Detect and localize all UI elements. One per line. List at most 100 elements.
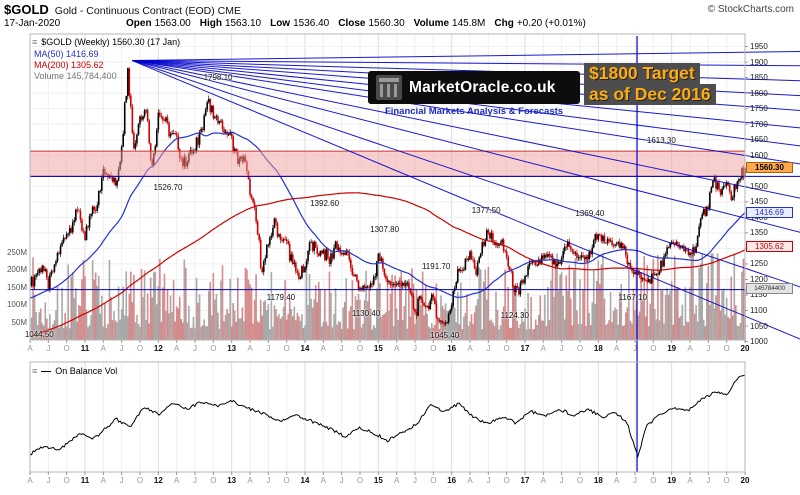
quote-volume: Volume 145.8M	[414, 18, 486, 29]
x-axis-label: O	[63, 344, 70, 353]
y-axis-volume-label: 100M	[6, 300, 27, 310]
y-axis-price-label: 1500	[750, 181, 768, 191]
x-axis-label: O	[723, 476, 730, 485]
x-axis-label: 15	[373, 476, 383, 485]
x-axis-label: J	[706, 476, 711, 485]
x-axis-label: O	[723, 344, 730, 353]
x-axis-label: J	[193, 344, 197, 353]
y-axis-price-label: 1600	[750, 150, 768, 160]
price-annotation: 1307.80	[370, 224, 400, 234]
x-axis-label: A	[540, 344, 546, 353]
quote-open-value: 1563.00	[154, 18, 191, 29]
quote-high: High 1563.10	[200, 18, 261, 29]
marketoracle-logo-box: MarketOracle.co.uk	[368, 71, 580, 104]
x-axis-label: J	[46, 476, 51, 485]
x-axis-label: J	[266, 344, 271, 353]
x-axis-label: J	[486, 476, 491, 485]
chart-header: $GOLD Gold - Continuous Contract (EOD) C…	[4, 2, 241, 17]
y-axis-price-label: 1250	[750, 259, 768, 269]
chart-date: 17-Jan-2020	[4, 18, 61, 29]
x-axis-label: A	[173, 344, 180, 353]
y-axis-price-label: 1350	[750, 228, 768, 238]
x-axis-label: O	[503, 344, 510, 353]
y-axis-price-label: 1800	[750, 88, 768, 98]
x-axis-label: 16	[447, 476, 457, 485]
legend-volume-label: Volume 145,784,400	[34, 71, 117, 81]
legend-volume-row: Volume 145,784,400	[34, 71, 117, 81]
x-axis-label: A	[247, 344, 253, 353]
y-axis-volume-label: 250M	[6, 247, 27, 257]
legend-obv-label: On Balance Vol	[55, 366, 118, 376]
price-annotation: 1044.50	[24, 330, 54, 340]
x-axis-label: J	[559, 476, 564, 485]
x-axis-label: 11	[80, 476, 90, 485]
x-axis-label: A	[393, 476, 400, 485]
x-axis-label: J	[193, 476, 197, 485]
price-annotation: 1130.40	[351, 309, 381, 319]
x-axis-label: 13	[227, 344, 237, 353]
y-axis-price-label: 1450	[750, 197, 768, 207]
x-axis-label: 20	[740, 344, 750, 353]
x-axis-label: 16	[447, 344, 457, 353]
x-axis-label: J	[706, 344, 711, 353]
x-axis-label: A	[613, 344, 620, 353]
quote-low: Low 1536.40	[270, 18, 329, 29]
legend-main-title: $GOLD (Weekly) 1560.30 (17 Jan)	[41, 37, 181, 47]
obv-panel-menu-icon[interactable]: ≡	[32, 366, 38, 376]
quote-volume-label: Volume	[413, 18, 450, 29]
x-axis-label: O	[576, 476, 584, 485]
quote-close-value: 1560.30	[368, 18, 405, 29]
x-axis-label: O	[430, 344, 437, 353]
x-axis-label: 15	[373, 344, 383, 353]
x-axis-label: J	[339, 476, 344, 485]
x-axis-label: O	[63, 476, 70, 485]
price-annotation: 1392.60	[310, 198, 340, 208]
volume-value-box: 145784400	[746, 283, 793, 295]
stockcharts-copyright-link[interactable]: © StockCharts.com	[707, 4, 794, 15]
target-line1: $1800 Target	[584, 63, 700, 84]
x-axis-label: A	[173, 476, 180, 485]
price-annotation: 1613.30	[646, 135, 676, 145]
x-axis-label: J	[486, 344, 491, 353]
x-axis-label: 14	[300, 344, 310, 353]
x-axis-label: 20	[740, 476, 750, 485]
watermark-title: MarketOracle.co.uk	[409, 78, 556, 96]
target-line2: as of Dec 2016	[584, 84, 716, 105]
x-axis-label: 12	[153, 476, 163, 485]
ma200-price-box: 1305.62	[746, 241, 793, 253]
x-axis-label: A	[540, 476, 546, 485]
price-annotation: 1167.10	[618, 293, 647, 303]
x-axis-label: O	[356, 344, 364, 353]
x-axis-label: O	[210, 476, 217, 485]
y-axis-price-label: 1000	[750, 337, 768, 347]
last-price-box: 1560.30	[746, 162, 793, 174]
x-axis-label: 19	[667, 476, 677, 485]
x-axis-label: J	[119, 476, 124, 485]
x-axis-label: A	[393, 344, 400, 353]
legend-main-row: ≡ $GOLD (Weekly) 1560.30 (17 Jan)	[32, 37, 180, 47]
quote-change: Chg +0.20 (+0.01%)	[494, 18, 585, 29]
x-axis-label: A	[613, 476, 620, 485]
ticker-symbol: $GOLD	[4, 2, 49, 17]
x-axis-label: 17	[520, 476, 530, 485]
ma50-price-box: 1416.69	[746, 206, 793, 218]
quote-high-value: 1563.10	[224, 18, 262, 29]
price-annotation: 1526.70	[153, 182, 183, 192]
x-axis-label: 14	[300, 476, 310, 485]
legend-ma200-label: MA(200) 1305.62	[34, 60, 104, 70]
x-axis-label: A	[320, 344, 326, 353]
watermark-subtitle: Financial Markets Analysis & Forecasts	[384, 106, 564, 117]
quote-low-label: Low	[270, 18, 291, 29]
x-axis-label: J	[413, 476, 417, 485]
x-axis-label: A	[247, 476, 253, 485]
x-axis-label: O	[210, 344, 217, 353]
x-axis-label: A	[320, 476, 326, 485]
marketoracle-temple-icon	[376, 75, 402, 100]
chart-title: Gold - Continuous Contract (EOD) CME	[54, 5, 241, 17]
legend-ma50-label: MA(50) 1416.69	[34, 49, 99, 59]
x-axis-label: O	[650, 476, 657, 485]
x-axis-label: A	[687, 344, 693, 353]
panel-menu-icon[interactable]: ≡	[32, 37, 38, 47]
price-annotation: 1179.40	[266, 292, 296, 302]
